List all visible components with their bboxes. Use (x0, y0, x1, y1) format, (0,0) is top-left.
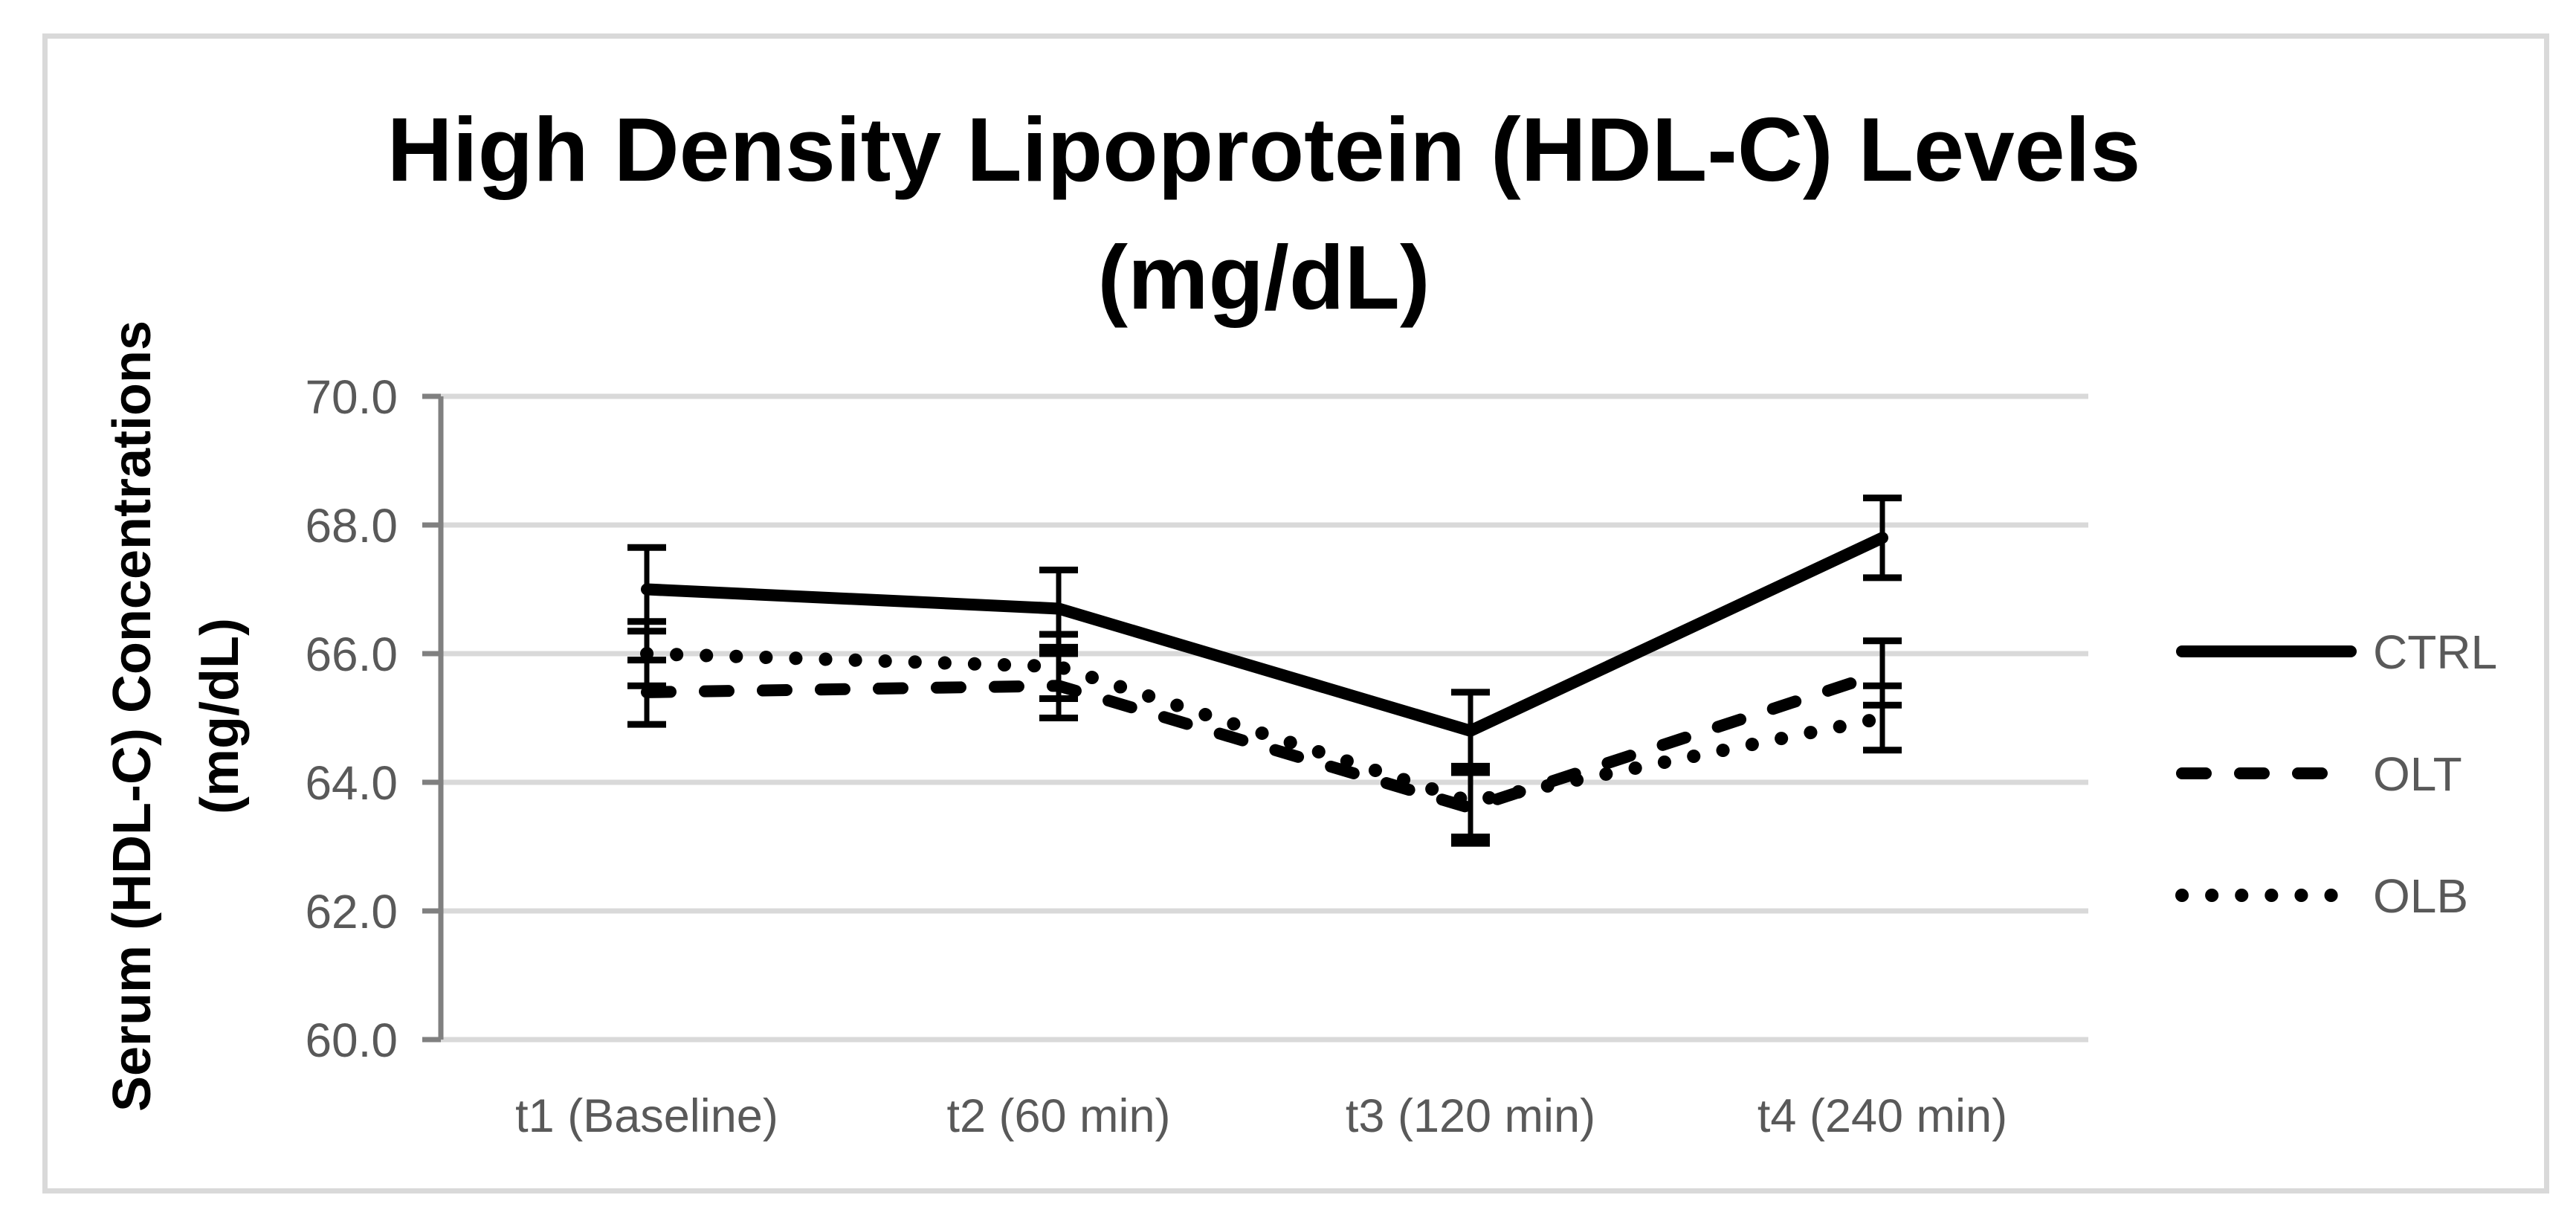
y-axis (422, 393, 444, 1043)
chart-title-line1: High Density Lipoprotein (HDL-C) Levels (387, 99, 2141, 200)
legend-label-olb: OLB (2373, 869, 2468, 923)
y-tick-label: 70.0 (305, 370, 398, 424)
y-axis-title-line1: Serum (HDL-C) Concentrations (103, 321, 162, 1112)
series-line-olb (640, 647, 1889, 808)
series-line-ctrl (641, 532, 1888, 737)
gridlines (441, 393, 2088, 1043)
y-tick-label: 64.0 (305, 756, 398, 810)
legend: CTRL OLT OLB (2175, 625, 2497, 923)
y-tick-label: 60.0 (305, 1014, 398, 1067)
y-tick-label: 66.0 (305, 628, 398, 681)
x-axis-label: t1 (Baseline) (515, 1090, 778, 1142)
y-tick-label: 68.0 (305, 499, 398, 553)
series-line-olt (641, 666, 1888, 814)
series-lines (640, 532, 1889, 814)
x-axis-label: t4 (240 min) (1757, 1090, 2007, 1142)
chart-title-line2: (mg/dL) (1097, 227, 1430, 328)
y-tick-labels: 60.0 62.0 64.0 66.0 68.0 70.0 (305, 370, 398, 1067)
legend-label-ctrl: CTRL (2373, 625, 2497, 679)
x-axis-label: t3 (120 min) (1346, 1090, 1595, 1142)
chart-border (42, 33, 2549, 1194)
legend-label-olt: OLT (2373, 747, 2462, 801)
x-axis-label: t2 (60 min) (946, 1090, 1170, 1142)
y-axis-title-line2: (mg/dL) (190, 618, 250, 814)
x-axis-labels: t1 (Baseline) t2 (60 min) t3 (120 min) t4 (… (515, 1090, 2007, 1142)
y-tick-label: 62.0 (305, 885, 398, 938)
